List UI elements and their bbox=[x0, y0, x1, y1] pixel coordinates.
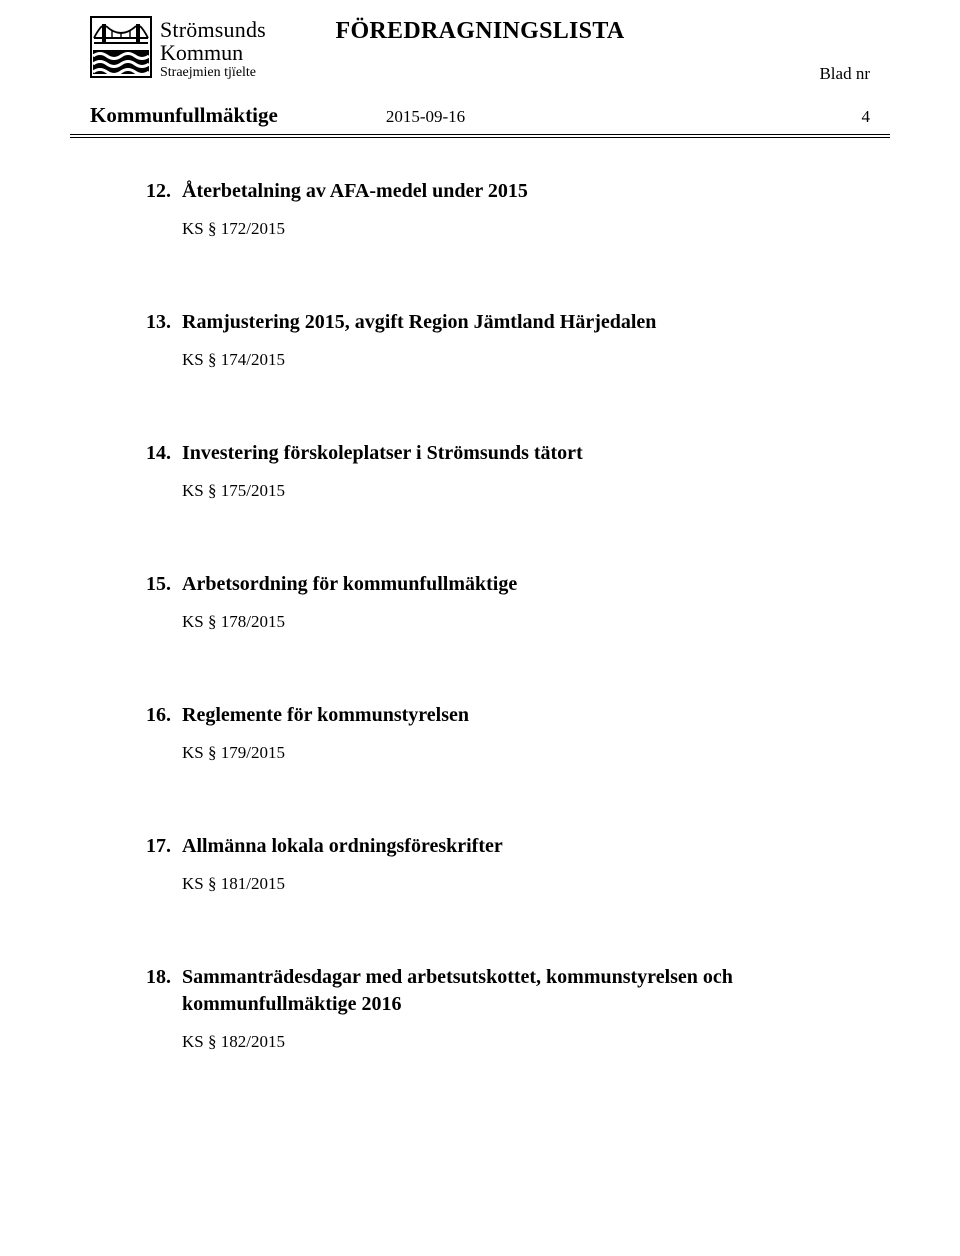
org-sub2: Straejmien tjïelte bbox=[160, 66, 266, 81]
meeting-date: 2015-09-16 bbox=[386, 107, 465, 127]
agenda-item: 14. Investering förskoleplatser i Ströms… bbox=[146, 440, 860, 501]
agenda-item-title: Ramjustering 2015, avgift Region Jämtlan… bbox=[182, 309, 656, 336]
agenda-item-heading: 14. Investering förskoleplatser i Ströms… bbox=[146, 440, 860, 467]
agenda-item-number: 12. bbox=[146, 178, 182, 205]
agenda-item-title: Investering förskoleplatser i Strömsunds… bbox=[182, 440, 583, 467]
agenda-item-ref: KS § 175/2015 bbox=[182, 481, 860, 501]
agenda-item: 16. Reglemente för kommunstyrelsen KS § … bbox=[146, 702, 860, 763]
committee-name: Kommunfullmäktige bbox=[90, 103, 278, 128]
agenda-item: 17. Allmänna lokala ordningsföreskrifter… bbox=[146, 833, 860, 894]
agenda-item-heading: 17. Allmänna lokala ordningsföreskrifter bbox=[146, 833, 860, 860]
agenda-item-ref: KS § 181/2015 bbox=[182, 874, 860, 894]
agenda-item-heading: 12. Återbetalning av AFA-medel under 201… bbox=[146, 178, 860, 205]
agenda-item-title: Sammanträdesdagar med arbetsutskottet, k… bbox=[182, 964, 860, 1018]
agenda-item-ref: KS § 179/2015 bbox=[182, 743, 860, 763]
agenda-item-number: 17. bbox=[146, 833, 182, 860]
agenda-item-number: 15. bbox=[146, 571, 182, 598]
agenda-item-heading: 15. Arbetsordning för kommunfullmäktige bbox=[146, 571, 860, 598]
agenda-item-number: 13. bbox=[146, 309, 182, 336]
agenda-item-ref: KS § 174/2015 bbox=[182, 350, 860, 370]
agenda-item-title: Reglemente för kommunstyrelsen bbox=[182, 702, 469, 729]
agenda-item: 13. Ramjustering 2015, avgift Region Jäm… bbox=[146, 309, 860, 370]
agenda-item-title: Allmänna lokala ordningsföreskrifter bbox=[182, 833, 503, 860]
agenda-item: 15. Arbetsordning för kommunfullmäktige … bbox=[146, 571, 860, 632]
document-title: FÖREDRAGNINGSLISTA bbox=[90, 18, 870, 45]
agenda-item-heading: 18. Sammanträdesdagar med arbetsutskotte… bbox=[146, 964, 860, 1018]
agenda-item-heading: 16. Reglemente för kommunstyrelsen bbox=[146, 702, 860, 729]
agenda-item-number: 14. bbox=[146, 440, 182, 467]
agenda-item: 12. Återbetalning av AFA-medel under 201… bbox=[146, 178, 860, 239]
agenda-item-ref: KS § 178/2015 bbox=[182, 612, 860, 632]
header: Strömsunds Kommun Straejmien tjïelte FÖR… bbox=[90, 16, 870, 81]
agenda-item-ref: KS § 172/2015 bbox=[182, 219, 860, 239]
agenda-item-number: 18. bbox=[146, 964, 182, 991]
agenda-item-heading: 13. Ramjustering 2015, avgift Region Jäm… bbox=[146, 309, 860, 336]
meta-row: Kommunfullmäktige 2015-09-16 4 bbox=[90, 103, 870, 128]
agenda-list: 12. Återbetalning av AFA-medel under 201… bbox=[90, 138, 870, 1052]
agenda-item-ref: KS § 182/2015 bbox=[182, 1032, 860, 1052]
agenda-item-number: 16. bbox=[146, 702, 182, 729]
agenda-item-title: Återbetalning av AFA-medel under 2015 bbox=[182, 178, 528, 205]
page-number: 4 bbox=[862, 107, 871, 127]
agenda-item-title: Arbetsordning för kommunfullmäktige bbox=[182, 571, 517, 598]
page-label: Blad nr bbox=[819, 64, 870, 84]
agenda-item: 18. Sammanträdesdagar med arbetsutskotte… bbox=[146, 964, 860, 1052]
